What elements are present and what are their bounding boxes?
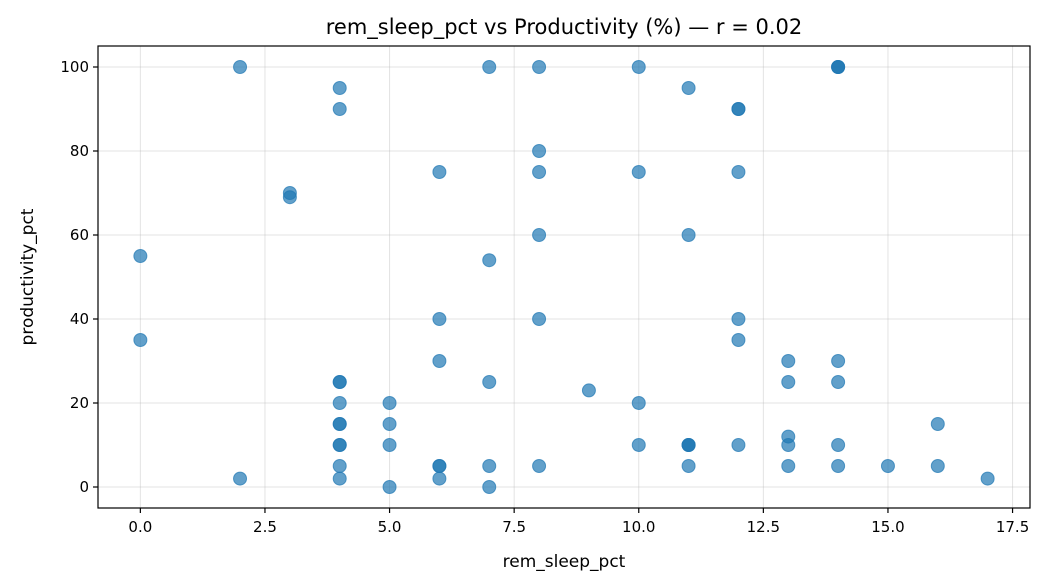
- plot-frame: [97, 45, 1031, 509]
- data-point: [482, 459, 497, 473]
- x-tick-label: 0.0: [128, 518, 152, 536]
- data-point: [332, 396, 347, 410]
- data-point: [731, 438, 746, 452]
- x-tick-label: 5.0: [378, 518, 402, 536]
- axis-ticks: 0.0 2.5 5.0 7.5 10.0 12.5 15.0 17.5 0 20 40 60 80 100: [60, 58, 1029, 536]
- data-point: [831, 354, 846, 368]
- grid: [98, 46, 1030, 508]
- data-point: [432, 312, 447, 326]
- data-point: [532, 459, 547, 473]
- data-point: [382, 438, 397, 452]
- data-point: [432, 459, 447, 473]
- data-point: [233, 471, 248, 486]
- data-point: [781, 375, 796, 389]
- data-point: [930, 459, 945, 473]
- data-point: [282, 190, 297, 205]
- data-point: [382, 396, 397, 410]
- data-point: [681, 228, 696, 242]
- data-point: [631, 165, 646, 179]
- y-tick-label: 20: [70, 394, 89, 412]
- y-tick-label: 80: [70, 142, 89, 160]
- data-point: [432, 354, 447, 368]
- data-point: [532, 312, 547, 326]
- data-point: [332, 438, 347, 452]
- data-point: [332, 375, 347, 389]
- data-point: [332, 459, 347, 473]
- x-tick-label: 7.5: [502, 518, 526, 536]
- data-points: [133, 60, 995, 494]
- data-point: [731, 312, 746, 326]
- data-point: [432, 471, 447, 486]
- data-point: [681, 81, 696, 95]
- x-tick-label: 12.5: [747, 518, 780, 536]
- data-point: [332, 471, 347, 486]
- y-tick-label: 60: [70, 226, 89, 244]
- data-point: [731, 102, 746, 116]
- data-point: [631, 396, 646, 410]
- y-tick-label: 40: [70, 310, 89, 328]
- data-point: [831, 459, 846, 473]
- data-point: [781, 354, 796, 368]
- data-point: [731, 333, 746, 347]
- data-point: [332, 102, 347, 116]
- data-point: [681, 459, 696, 473]
- data-point: [482, 375, 497, 389]
- data-point: [133, 249, 148, 263]
- data-point: [332, 81, 347, 95]
- data-point: [532, 228, 547, 242]
- data-point: [432, 165, 447, 179]
- data-point: [382, 480, 397, 494]
- data-point: [980, 471, 995, 486]
- data-point: [482, 60, 497, 74]
- data-point: [831, 60, 846, 74]
- data-point: [930, 417, 945, 431]
- y-axis-label: productivity_pct: [18, 208, 38, 345]
- data-point: [831, 375, 846, 389]
- data-point: [382, 417, 397, 431]
- x-axis-label: rem_sleep_pct: [503, 552, 626, 572]
- x-tick-label: 2.5: [253, 518, 277, 536]
- x-tick-label: 17.5: [996, 518, 1029, 536]
- data-point: [681, 438, 696, 452]
- data-point: [880, 459, 895, 473]
- data-point: [631, 438, 646, 452]
- data-point: [332, 417, 347, 431]
- data-point: [831, 438, 846, 452]
- data-point: [233, 60, 248, 74]
- x-tick-label: 15.0: [871, 518, 904, 536]
- data-point: [581, 383, 596, 398]
- data-point: [532, 60, 547, 74]
- data-point: [532, 165, 547, 179]
- data-point: [781, 438, 796, 452]
- x-tick-label: 10.0: [622, 518, 655, 536]
- data-point: [133, 333, 148, 347]
- y-tick-label: 0: [79, 478, 89, 496]
- y-tick-label: 100: [60, 58, 89, 76]
- data-point: [731, 165, 746, 179]
- data-point: [631, 60, 646, 74]
- data-point: [482, 480, 497, 494]
- data-point: [781, 459, 796, 473]
- data-point: [482, 253, 497, 268]
- chart-title: rem_sleep_pct vs Productivity (%) — r = …: [326, 15, 803, 40]
- data-point: [532, 144, 547, 158]
